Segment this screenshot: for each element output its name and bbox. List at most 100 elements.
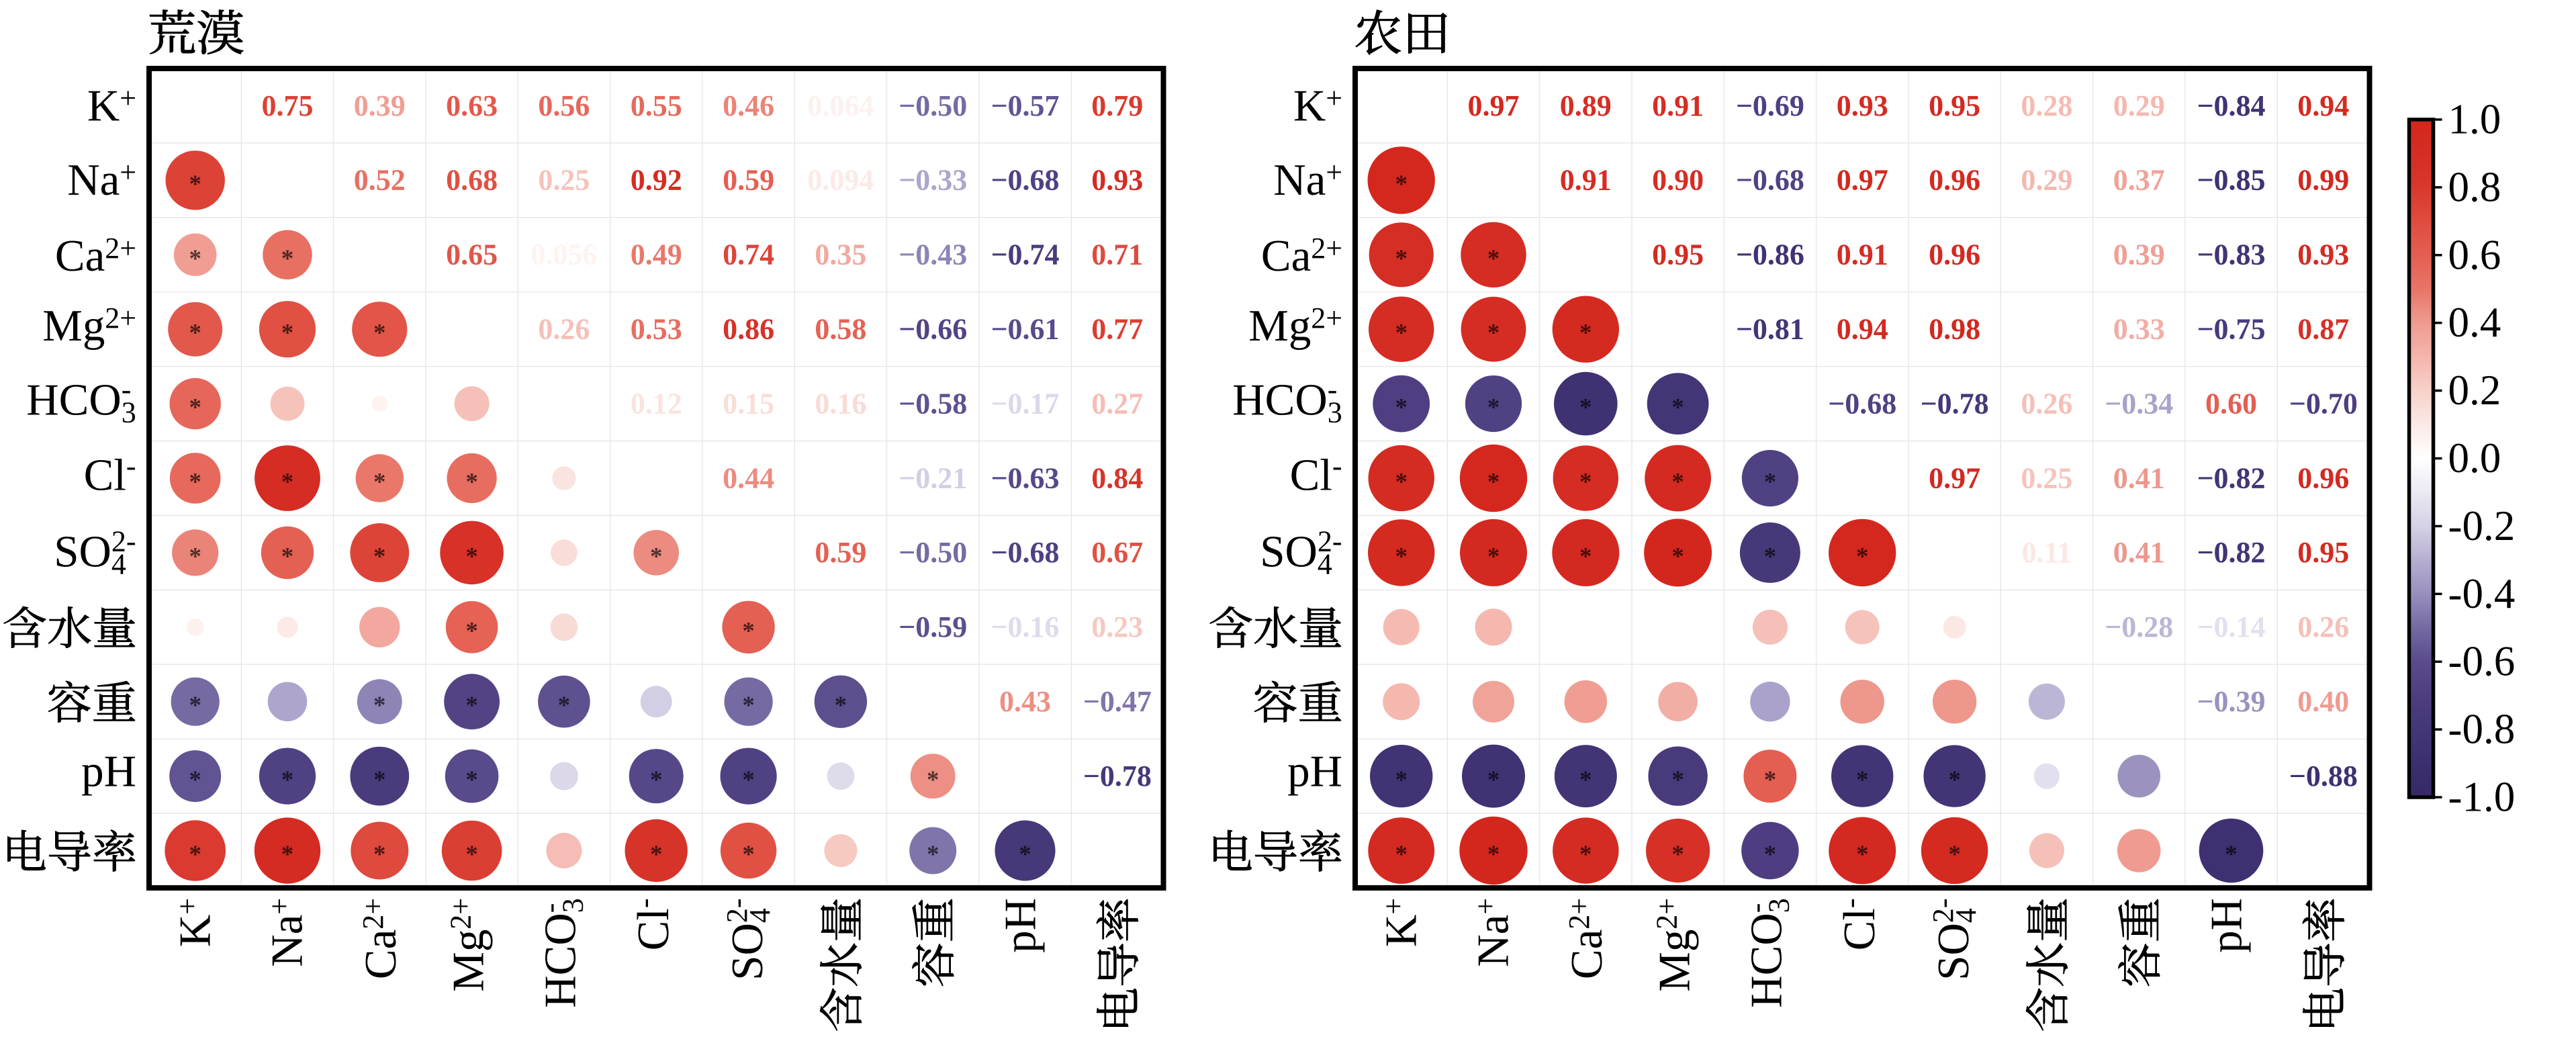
svg-text:*: * (465, 469, 478, 496)
svg-text:0.65: 0.65 (446, 238, 498, 271)
svg-text:4: 4 (1318, 548, 1332, 581)
svg-text:*: * (281, 543, 294, 570)
svg-text:0.41: 0.41 (2113, 461, 2165, 494)
svg-text:*: * (281, 469, 294, 496)
svg-text:0.93: 0.93 (1091, 164, 1143, 197)
svg-text:*: * (189, 171, 201, 198)
svg-text:0.26: 0.26 (538, 313, 590, 346)
svg-text:3: 3 (556, 898, 589, 913)
svg-text:−0.61: −0.61 (991, 313, 1059, 346)
svg-text:*: * (1764, 766, 1777, 794)
svg-text:*: * (1395, 543, 1408, 570)
svg-text:−0.43: −0.43 (899, 238, 967, 271)
svg-text:0.74: 0.74 (723, 238, 774, 271)
svg-text:*: * (650, 543, 663, 570)
svg-text:-0.2: -0.2 (2448, 502, 2516, 549)
svg-text:0.56: 0.56 (538, 89, 590, 122)
svg-text:0.63: 0.63 (446, 89, 498, 122)
svg-text:+: + (120, 156, 136, 189)
svg-text:−0.75: −0.75 (2197, 313, 2265, 346)
svg-text:K: K (1293, 81, 1326, 130)
svg-text:*: * (281, 320, 294, 347)
svg-text:0.59: 0.59 (815, 536, 866, 569)
svg-text:pH: pH (1287, 746, 1342, 796)
svg-text:2-: 2- (1318, 525, 1342, 558)
svg-text:SO: SO (1260, 527, 1318, 577)
svg-text:*: * (558, 692, 571, 719)
svg-text:2+: 2+ (1311, 302, 1342, 334)
svg-text:*: * (189, 543, 201, 570)
svg-text:+: + (1377, 898, 1410, 915)
svg-text:0.58: 0.58 (815, 313, 866, 346)
svg-text:*: * (650, 841, 663, 868)
svg-text:0.2: 0.2 (2448, 367, 2501, 414)
svg-text:−0.34: −0.34 (2105, 387, 2173, 420)
svg-text:*: * (1856, 543, 1869, 570)
svg-text:K: K (87, 81, 120, 130)
svg-text:SO: SO (1929, 923, 1978, 981)
svg-text:-1.0: -1.0 (2448, 774, 2516, 821)
svg-text:K: K (171, 915, 220, 947)
svg-text:*: * (1671, 394, 1684, 422)
svg-text:0.97: 0.97 (1929, 461, 1980, 494)
svg-text:*: * (1487, 245, 1500, 273)
svg-text:0.91: 0.91 (1837, 238, 1888, 271)
svg-text:−0.88: −0.88 (2289, 760, 2358, 793)
svg-text:−0.63: −0.63 (991, 461, 1059, 494)
svg-text:Na: Na (1273, 155, 1326, 205)
svg-text:*: * (373, 692, 386, 719)
svg-text:3: 3 (1328, 396, 1342, 429)
svg-text:Mg: Mg (1248, 301, 1311, 351)
svg-text:-: - (533, 903, 566, 913)
svg-text:4: 4 (743, 908, 776, 923)
svg-text:*: * (465, 692, 478, 719)
svg-text:−0.39: −0.39 (2197, 685, 2265, 718)
svg-text:−0.68: −0.68 (991, 164, 1059, 197)
svg-text:−0.50: −0.50 (899, 89, 967, 122)
svg-text:HCO: HCO (535, 913, 585, 1007)
svg-text:Cl: Cl (84, 451, 126, 500)
svg-text:0.97: 0.97 (1837, 164, 1888, 197)
svg-text:-: - (122, 373, 132, 406)
svg-text:0.96: 0.96 (1929, 238, 1980, 271)
svg-text:0.53: 0.53 (631, 313, 682, 346)
svg-text:Ca: Ca (55, 231, 105, 281)
svg-text:−0.82: −0.82 (2197, 461, 2265, 494)
svg-text:HCO: HCO (26, 375, 121, 425)
svg-text:*: * (1671, 469, 1684, 496)
svg-text:Ca: Ca (356, 930, 406, 979)
svg-text:-: - (1739, 903, 1772, 913)
svg-text:0.0: 0.0 (2448, 435, 2501, 482)
svg-text:2+: 2+ (1651, 898, 1684, 930)
svg-text:0.92: 0.92 (631, 164, 682, 197)
svg-text:*: * (1579, 841, 1592, 868)
svg-text:+: + (120, 81, 136, 114)
svg-text:2+: 2+ (105, 302, 136, 334)
svg-text:0.44: 0.44 (723, 461, 774, 494)
svg-text:−0.68: −0.68 (991, 536, 1059, 569)
svg-text:0.89: 0.89 (1560, 89, 1612, 122)
svg-text:−0.78: −0.78 (1083, 760, 1152, 793)
svg-text:*: * (189, 469, 201, 496)
svg-text:0.26: 0.26 (2021, 387, 2072, 420)
svg-text:0.43: 0.43 (999, 685, 1051, 718)
svg-text:+: + (263, 898, 296, 915)
svg-text:SO: SO (723, 923, 772, 981)
svg-text:0.8: 0.8 (2448, 163, 2501, 210)
svg-text:0.33: 0.33 (2113, 313, 2165, 346)
svg-text:0.056: 0.056 (531, 238, 597, 271)
svg-text:−0.33: −0.33 (899, 164, 967, 197)
svg-text:0.16: 0.16 (815, 387, 866, 420)
svg-text:*: * (1764, 841, 1777, 868)
svg-text:*: * (373, 841, 386, 868)
svg-text:*: * (742, 617, 755, 645)
svg-text:*: * (1487, 543, 1500, 570)
svg-text:0.93: 0.93 (2297, 238, 2349, 271)
svg-text:*: * (373, 543, 386, 570)
svg-text:*: * (281, 841, 294, 868)
svg-text:*: * (189, 692, 201, 719)
svg-text:0.094: 0.094 (807, 164, 874, 197)
svg-text:*: * (373, 469, 386, 496)
svg-text:*: * (927, 766, 939, 794)
svg-text:0.79: 0.79 (1091, 89, 1143, 122)
